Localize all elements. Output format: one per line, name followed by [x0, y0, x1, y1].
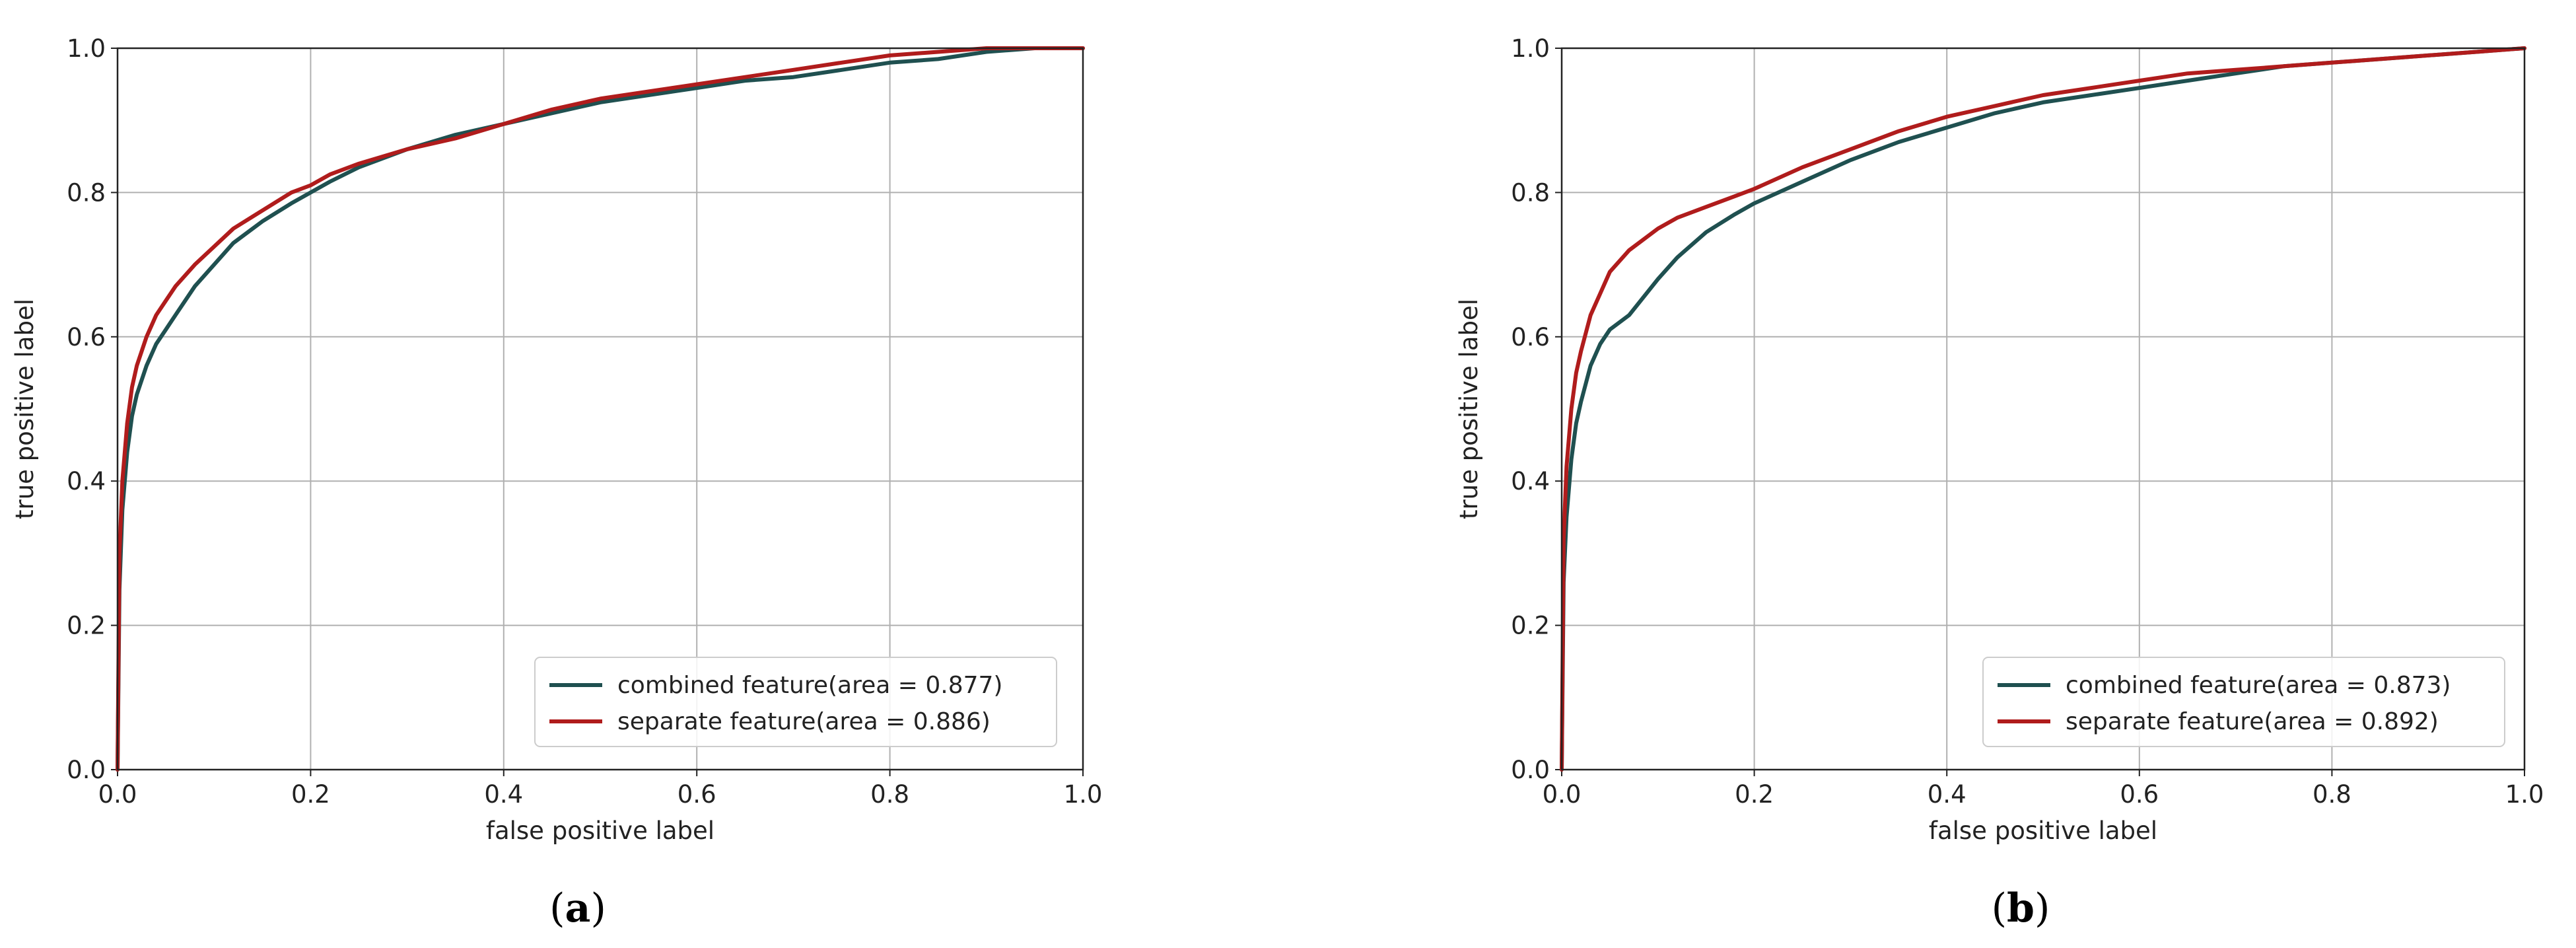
y-axis-label: true positive label — [1455, 299, 1483, 519]
roc-panel-b: 0.0 0.2 0.4 0.6 0.8 1.0 0.0 0.2 0.4 0.6 0.8 1.0 fals… — [1455, 34, 2544, 931]
x-axis-label: false positive label — [486, 817, 714, 845]
x-tick-label: 0.6 — [2120, 780, 2159, 809]
roc-curve-separate — [1560, 46, 2526, 772]
x-tick-label: 0.0 — [1543, 780, 1582, 809]
x-tick-label: 0.0 — [98, 780, 137, 809]
y-tick-label: 1.0 — [1511, 34, 1550, 63]
caption-open-paren: ( — [1992, 885, 2007, 931]
caption-close-paren: ) — [2035, 885, 2050, 931]
x-tick-label: 0.4 — [484, 780, 523, 809]
x-tick-label: 1.0 — [1064, 780, 1103, 809]
x-tick-label: 0.4 — [1928, 780, 1967, 809]
roc-curve-combined — [116, 46, 1085, 772]
y-tick-label: 0.6 — [1511, 323, 1550, 351]
y-tick-label: 0.0 — [67, 756, 106, 784]
y-tick-label: 0.8 — [1511, 178, 1550, 207]
y-tick-label: 0.6 — [67, 323, 106, 351]
x-tick-label: 0.6 — [678, 780, 716, 809]
y-tick-label: 0.2 — [67, 612, 106, 640]
caption-letter: a — [565, 885, 591, 931]
plot-area — [1562, 48, 2524, 770]
caption-close-paren: ) — [590, 885, 606, 931]
x-tick-label: 0.8 — [870, 780, 909, 809]
caption-letter: b — [2007, 885, 2035, 931]
legend-box — [1982, 657, 2505, 747]
legend-entry: combined feature(area = 0.873) — [2066, 672, 2451, 699]
axes-frame — [116, 47, 1084, 771]
legend-entry: separate feature(area = 0.886) — [617, 708, 991, 735]
x-tick-label: 0.2 — [1735, 780, 1774, 809]
roc-curve-separate — [116, 46, 1085, 772]
y-tick-label: 0.4 — [67, 467, 106, 495]
y-tick-label: 0.4 — [1511, 467, 1550, 495]
axes-frame — [1560, 47, 2526, 771]
y-axis-label: true positive label — [11, 299, 39, 519]
caption-open-paren: ( — [549, 885, 565, 931]
legend: combined feature(area = 0.877) separate f… — [534, 657, 1057, 747]
legend: combined feature(area = 0.873) separate f… — [1982, 657, 2505, 747]
legend-entry: separate feature(area = 0.892) — [2066, 708, 2439, 735]
panel-caption: (b) — [1992, 885, 2050, 931]
y-tick-label: 1.0 — [67, 34, 106, 63]
legend-entry: combined feature(area = 0.877) — [617, 672, 1002, 699]
x-tick-label: 0.8 — [2313, 780, 2351, 809]
x-axis-label: false positive label — [1929, 817, 2157, 845]
panel-caption: (a) — [549, 885, 606, 931]
legend-box — [534, 657, 1057, 747]
plot-area — [118, 48, 1083, 770]
y-tick-label: 0.2 — [1511, 612, 1550, 640]
x-tick-label: 0.2 — [291, 780, 330, 809]
roc-panel-a: 0.0 0.2 0.4 0.6 0.8 1.0 0.0 0.2 0.4 0.6 0.8 1.0 fals… — [11, 34, 1102, 931]
y-tick-label: 0.8 — [67, 178, 106, 207]
y-tick-label: 0.0 — [1511, 756, 1550, 784]
x-tick-label: 1.0 — [2505, 780, 2544, 809]
